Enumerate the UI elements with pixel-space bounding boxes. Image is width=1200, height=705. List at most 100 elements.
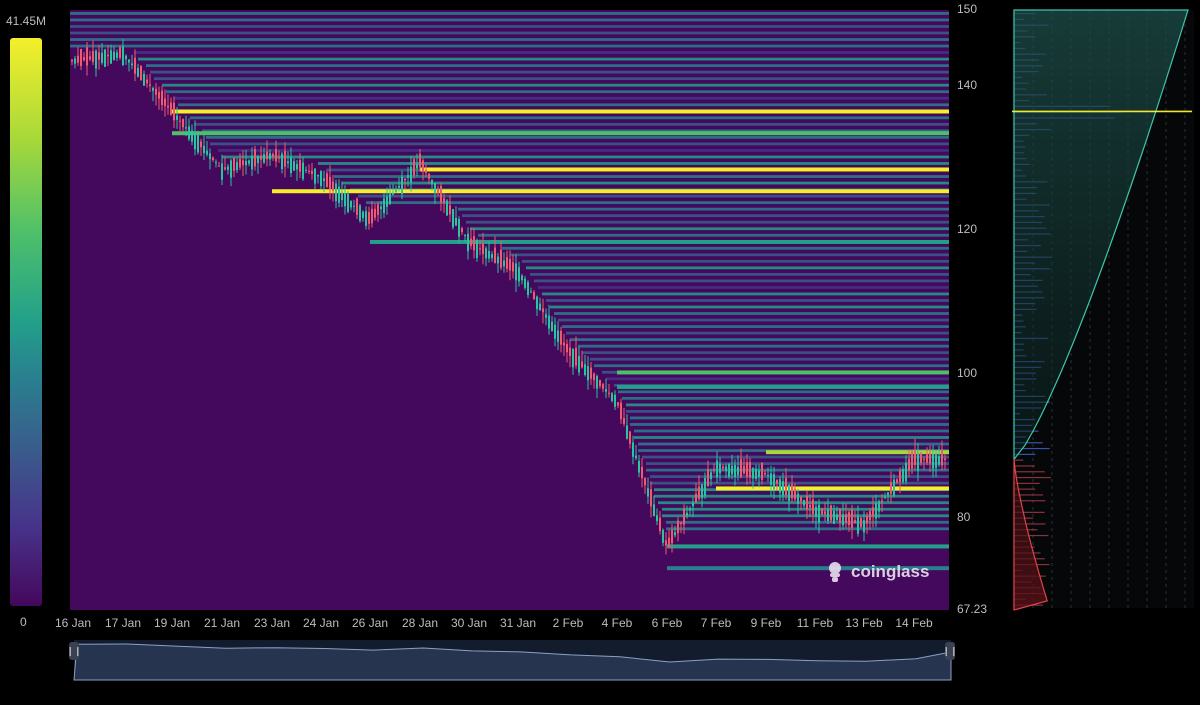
candle-body: [941, 449, 943, 466]
candle-body: [359, 205, 361, 222]
candle-body: [617, 402, 619, 406]
candle-body: [818, 504, 820, 523]
candle-body: [497, 256, 499, 264]
candle-body: [206, 150, 208, 155]
candle-body: [164, 98, 166, 107]
candle-body: [527, 282, 529, 296]
candle-body: [767, 475, 769, 477]
candle-body: [623, 418, 625, 424]
candle-body: [140, 65, 142, 81]
candle-body: [905, 463, 907, 482]
candle-body: [815, 506, 817, 517]
candle-body: [602, 384, 604, 389]
candle-body: [743, 465, 745, 474]
heat-band: [646, 462, 949, 465]
candle-body: [608, 392, 610, 394]
candle-body: [377, 204, 379, 215]
candle-body: [197, 135, 199, 153]
y-tick-label: 80: [957, 510, 971, 524]
candle-body: [269, 153, 271, 160]
x-tick-label: 11 Feb: [797, 616, 834, 630]
heat-band: [550, 305, 949, 309]
heat-band: [222, 155, 949, 159]
candle-body: [923, 459, 925, 461]
heat-band: [646, 468, 949, 472]
candle-body: [788, 484, 790, 501]
candle-body: [236, 162, 238, 171]
candle-body: [356, 198, 358, 215]
liquidation-level-line: [272, 189, 949, 194]
x-tick-label: 28 Jan: [402, 616, 438, 630]
candle-body: [887, 492, 889, 496]
candle-body: [854, 520, 856, 524]
candle-body: [77, 55, 79, 63]
candle-body: [443, 198, 445, 204]
candle-body: [437, 188, 439, 194]
candle-body: [761, 462, 763, 480]
candle-body: [365, 211, 367, 226]
candle-body: [137, 68, 139, 77]
navigator-right-handle[interactable]: ❙❙: [942, 642, 958, 660]
candle-body: [149, 84, 151, 87]
candle-body: [131, 63, 133, 66]
candle-body: [752, 468, 754, 479]
candle-body: [440, 185, 442, 203]
candle-body: [830, 505, 832, 521]
heat-band: [582, 351, 949, 355]
heat-band: [202, 129, 949, 133]
candle-body: [605, 389, 607, 392]
side-profile-bar: [1014, 476, 1051, 479]
candle-body: [425, 170, 427, 174]
candle-body: [101, 52, 103, 63]
heat-band: [622, 396, 949, 400]
candle-body: [446, 200, 448, 216]
candle-body: [485, 248, 487, 259]
candle-body: [242, 160, 244, 166]
candle-body: [368, 211, 370, 224]
candle-body: [170, 102, 172, 115]
candle-body: [794, 488, 796, 500]
candle-body: [908, 458, 910, 471]
candle-body: [272, 153, 274, 157]
candle-body: [512, 262, 514, 272]
candle-body: [797, 493, 799, 504]
candle-body: [119, 47, 121, 58]
candle-body: [260, 155, 262, 160]
candle-body: [431, 180, 433, 185]
candle-body: [737, 466, 739, 476]
candle-body: [317, 174, 319, 177]
heat-band: [590, 357, 949, 361]
range-navigator[interactable]: [73, 640, 952, 681]
pause-icon: ❙❙: [942, 645, 958, 656]
heat-band: [606, 377, 949, 381]
candle-body: [587, 366, 589, 381]
candle-body: [728, 463, 730, 477]
candle-body: [563, 342, 565, 346]
x-tick-label: 9 Feb: [751, 616, 782, 630]
candle-body: [125, 55, 127, 60]
candle-body: [698, 486, 700, 499]
x-tick-label: 19 Jan: [154, 616, 190, 630]
heat-band: [470, 227, 949, 231]
navigator-left-handle[interactable]: ❙❙: [66, 642, 82, 660]
candle-body: [851, 509, 853, 528]
x-tick-label: 30 Jan: [451, 616, 487, 630]
candle-body: [332, 181, 334, 191]
candle-body: [215, 162, 217, 164]
candle-body: [632, 442, 634, 457]
candle-body: [191, 130, 193, 142]
heat-band: [554, 312, 949, 315]
candle-body: [371, 208, 373, 224]
candle-body: [893, 479, 895, 496]
heat-band: [526, 266, 949, 270]
heat-band: [218, 149, 949, 152]
candle-body: [635, 455, 637, 459]
x-tick-label: 13 Feb: [845, 616, 883, 630]
x-tick-label: 21 Jan: [204, 616, 240, 630]
candle-body: [248, 160, 250, 164]
heat-band: [634, 429, 949, 433]
candle-body: [569, 347, 571, 356]
candle-body: [644, 478, 646, 486]
candle-body: [350, 200, 352, 208]
heatmap-background: [70, 10, 949, 610]
